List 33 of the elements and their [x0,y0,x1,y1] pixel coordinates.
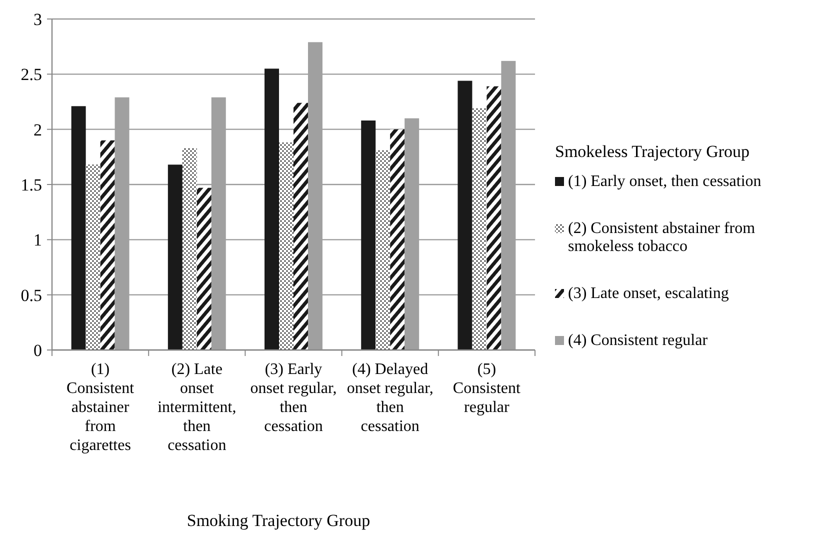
y-tick-label: 2 [34,120,42,140]
legend-label: (2) Consistent abstainer from smokeless tobacco [568,220,756,255]
bar [71,106,86,350]
x-tick-label: (5) Consistent regular [452,361,522,416]
bar [182,148,197,350]
y-tick-label: 2.5 [20,65,42,84]
bar [361,120,376,350]
bar [86,164,100,350]
legend-title: Smokeless Trajectory Group [555,142,750,161]
y-tick-label: 0 [34,340,42,360]
y-tick-label: 1 [34,230,42,250]
bar [486,86,502,350]
x-tick-label: (1) Consistent abstainer from cigarettes [66,361,135,454]
bar [279,142,294,350]
x-tick-label: (2) Late onset intermittent, then cessation [158,361,236,454]
bar [458,80,472,350]
bar [264,68,280,350]
legend-label: (3) Late onset, escalating [568,285,729,302]
bar [472,108,487,350]
bar [294,102,308,350]
y-tick-label: 1.5 [20,175,42,194]
y-tick-label: 0.5 [20,286,42,305]
bar [196,188,212,350]
bar [100,140,115,350]
y-tick-label: 3 [34,10,42,29]
x-axis-title: Smoking Trajectory Group [186,511,370,530]
x-tick-label: (4) Delayed onset regular, then cessation [346,361,434,435]
legend-label: (4) Consistent regular [568,332,708,349]
bar [376,150,390,350]
legend-label: (1) Early onset, then cessation [568,173,762,190]
x-tick-label: (3) Early onset regular, then cessation [250,361,337,435]
bar [390,129,405,350]
bar [168,164,182,350]
